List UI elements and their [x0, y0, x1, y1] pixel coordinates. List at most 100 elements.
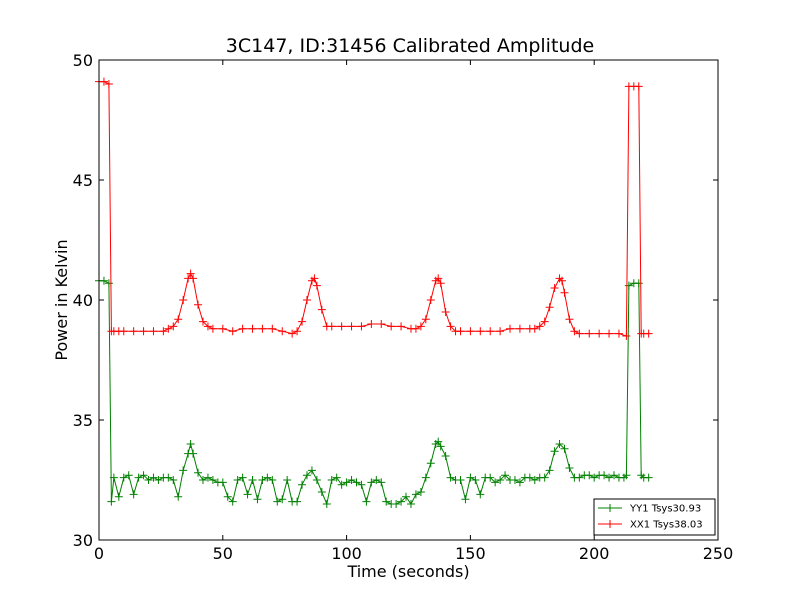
data-point	[357, 322, 366, 331]
data-point	[476, 327, 485, 336]
data-point	[312, 476, 321, 484]
data-point	[283, 476, 292, 484]
data-point	[496, 327, 505, 336]
data-point	[575, 473, 584, 482]
data-point	[253, 495, 262, 504]
data-point	[263, 473, 272, 482]
data-point	[164, 473, 173, 482]
data-point	[228, 497, 237, 506]
data-point	[466, 473, 475, 482]
data-point	[461, 495, 470, 504]
data-point	[486, 327, 495, 336]
data-point	[164, 324, 173, 333]
data-point	[535, 322, 544, 331]
data-point	[411, 324, 420, 333]
data-point	[560, 444, 569, 453]
data-point	[624, 281, 633, 290]
data-point	[436, 442, 445, 451]
data-point	[337, 322, 346, 331]
chart-title: 3C147, ID:31456 Calibrated Amplitude	[226, 35, 594, 57]
data-point	[312, 281, 321, 290]
data-point	[575, 329, 584, 338]
data-point	[134, 473, 143, 482]
data-point	[169, 476, 178, 484]
data-point	[540, 473, 549, 482]
series-layer	[95, 77, 653, 508]
data-point	[149, 473, 158, 482]
data-point	[372, 476, 381, 484]
data-point	[530, 324, 539, 333]
data-point	[506, 324, 515, 333]
data-point	[362, 497, 371, 506]
data-point	[179, 466, 188, 475]
data-point	[622, 332, 631, 340]
data-point	[203, 473, 212, 482]
data-point	[273, 497, 282, 506]
y-axis-label: Power in Kelvin	[52, 239, 71, 360]
data-point	[119, 473, 128, 482]
data-point	[565, 315, 574, 324]
data-point	[426, 296, 435, 304]
data-point	[327, 322, 336, 331]
data-point	[233, 476, 242, 484]
data-point	[149, 327, 158, 336]
data-point	[515, 478, 524, 487]
data-point	[228, 327, 237, 336]
data-point	[302, 296, 311, 304]
data-point	[434, 274, 443, 283]
data-point	[590, 473, 599, 482]
data-point	[515, 324, 524, 333]
data-point	[436, 279, 445, 288]
data-point	[634, 82, 643, 91]
data-point	[426, 459, 435, 468]
data-point	[496, 476, 505, 484]
data-point	[421, 315, 430, 324]
y-tick-label: 35	[73, 411, 93, 430]
data-point	[174, 492, 183, 501]
data-point	[109, 473, 118, 482]
data-point	[99, 276, 108, 285]
data-point	[310, 274, 319, 283]
data-point	[347, 476, 356, 484]
data-point	[119, 327, 128, 336]
data-point	[198, 476, 207, 484]
legend: YY1 Tsys30.93 XX1 Tsys38.03	[593, 498, 716, 536]
data-point	[441, 452, 450, 460]
data-point	[367, 320, 376, 328]
data-point	[441, 308, 450, 316]
data-point	[248, 476, 257, 484]
legend-label-yy1: YY1 Tsys30.93	[629, 504, 701, 515]
legend-box	[593, 498, 716, 536]
data-point	[402, 492, 411, 501]
data-point	[397, 497, 406, 506]
data-point	[446, 473, 455, 482]
data-point	[377, 478, 386, 487]
data-point	[352, 478, 361, 487]
data-point	[585, 329, 594, 338]
data-point	[218, 324, 227, 333]
data-point	[189, 449, 198, 458]
data-point	[208, 324, 217, 333]
data-point	[600, 471, 609, 480]
legend-label-xx1: XX1 Tsys38.03	[630, 520, 703, 531]
data-point	[302, 471, 311, 480]
data-point	[411, 490, 420, 499]
data-point	[501, 471, 510, 480]
data-point	[545, 466, 554, 475]
data-point	[570, 327, 579, 336]
data-point	[471, 476, 480, 484]
data-point	[491, 478, 500, 487]
data-point	[317, 488, 326, 496]
data-point	[342, 478, 351, 487]
data-point	[322, 500, 331, 508]
data-point	[174, 315, 183, 324]
y-tick-label: 45	[73, 171, 93, 190]
data-point	[595, 329, 604, 338]
data-point	[238, 473, 247, 482]
data-point	[466, 327, 475, 336]
data-point	[293, 497, 302, 506]
x-tick-label: 0	[94, 544, 104, 563]
data-point	[159, 327, 168, 336]
data-point	[203, 322, 212, 331]
